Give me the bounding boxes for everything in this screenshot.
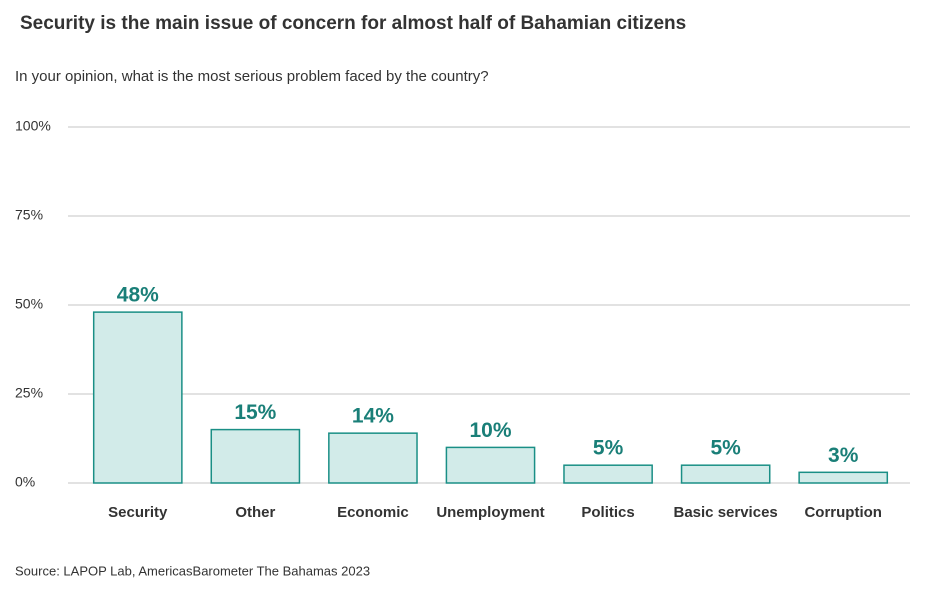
chart-title: Security is the main issue of concern fo… [20, 13, 686, 34]
y-tick-label: 50% [15, 296, 43, 312]
y-tick-label: 25% [15, 385, 43, 401]
x-tick-label: Unemployment [436, 504, 544, 521]
x-tick-label: Basic services [674, 504, 778, 521]
y-tick-label: 75% [15, 207, 43, 223]
value-label: 10% [469, 419, 511, 442]
value-label: 48% [117, 284, 159, 307]
value-label: 3% [828, 444, 859, 467]
bar [210, 428, 301, 484]
x-tick-label: Corruption [804, 504, 881, 521]
source-note: Source: LAPOP Lab, AmericasBarometer The… [15, 563, 370, 578]
x-tick-label: Other [235, 504, 275, 521]
y-tick-label: 0% [15, 474, 35, 490]
bar [445, 446, 536, 484]
value-label: 15% [234, 401, 276, 424]
bar [563, 464, 653, 484]
chart-subtitle: In your opinion, what is the most seriou… [15, 68, 489, 85]
x-tick-label: Economic [337, 504, 409, 521]
y-tick-label: 100% [15, 118, 51, 134]
x-tick-label: Politics [581, 504, 634, 521]
value-label: 14% [352, 405, 394, 428]
x-tick-label: Security [108, 504, 168, 521]
bar [92, 311, 183, 484]
bar [798, 471, 889, 484]
value-label: 5% [593, 437, 624, 460]
value-label: 5% [710, 437, 741, 460]
bar [680, 464, 771, 484]
bar [328, 432, 418, 484]
